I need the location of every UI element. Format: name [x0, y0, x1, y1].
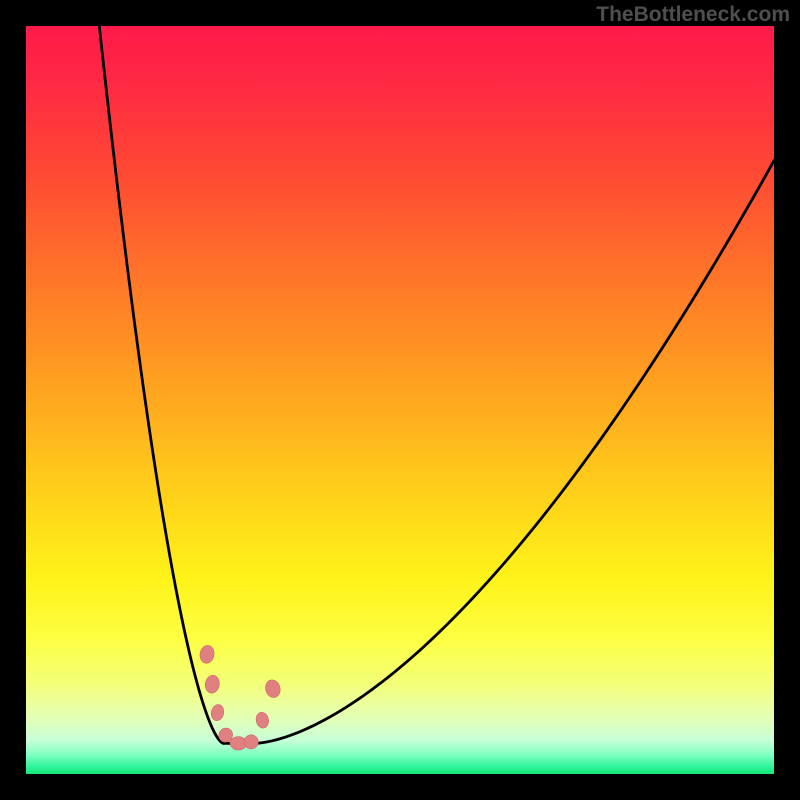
- chart-frame: TheBottleneck.com: [0, 0, 800, 800]
- plot-background: [26, 26, 774, 774]
- watermark-text: TheBottleneck.com: [596, 3, 790, 27]
- bottleneck-curve-chart: [0, 0, 800, 800]
